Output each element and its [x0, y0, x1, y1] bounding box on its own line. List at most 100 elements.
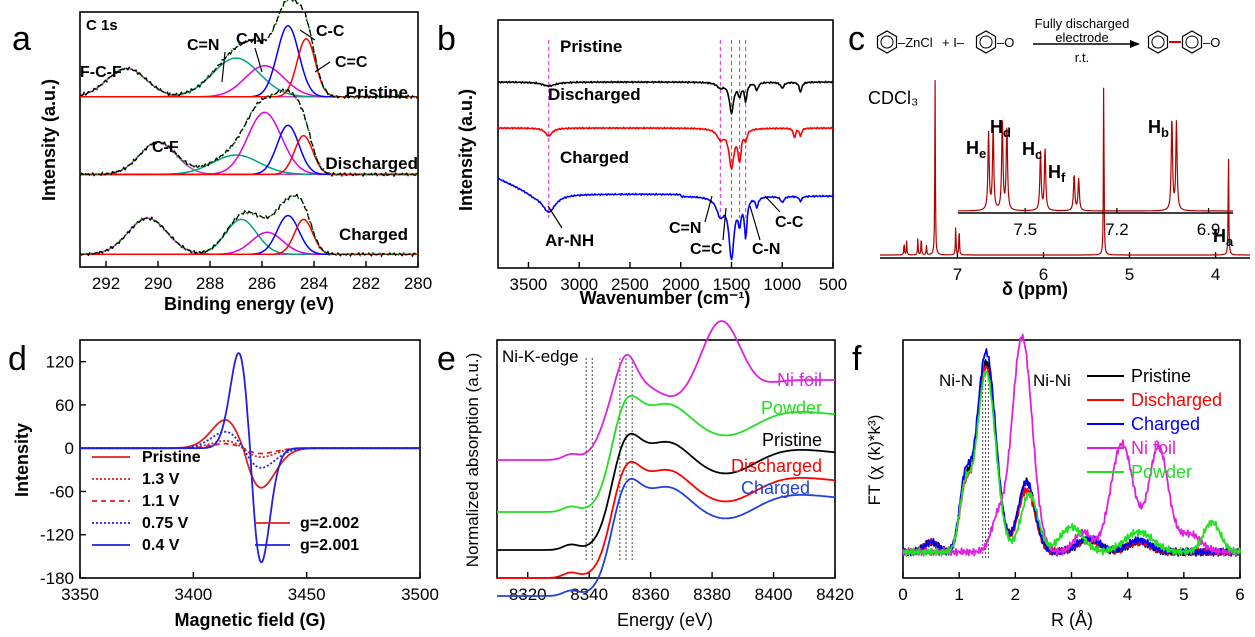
panel-f-x-tick-label: 4 — [1123, 585, 1132, 604]
panel-d-y-tick-label: 0 — [65, 439, 74, 458]
panel-letter-b: b — [437, 20, 456, 58]
panel-c-condition-1: Fully discharged — [1035, 16, 1130, 31]
panel-f-x-tick-label: 2 — [1011, 585, 1020, 604]
panel-b-annot-arnh: Ar-NH — [545, 231, 594, 250]
panel-e-x-tick-label: 8400 — [755, 585, 793, 604]
panel-f-x-label: R (Å) — [1051, 610, 1093, 630]
panel-f-x-tick-label: 0 — [898, 585, 907, 604]
panel-b-x-tick-label: 1500 — [713, 275, 751, 294]
panel-letter-c: c — [848, 20, 865, 58]
panel-b-annot-arrow — [749, 205, 761, 241]
panel-b-label-charged: Charged — [560, 148, 629, 167]
panel-b-frame — [497, 19, 834, 269]
panel-f-series-line — [902, 333, 1241, 557]
panel-a-y-label: Intensity (a.u.) — [39, 79, 59, 201]
panel-f-legend-label: Discharged — [1131, 390, 1222, 410]
panel-b-x-tick-label: 3000 — [560, 275, 598, 294]
panel-c-phenyl-ring-ring — [880, 35, 894, 49]
panel-c-reagent-1: –ZnCl — [898, 35, 933, 50]
panel-b-x-tick-label: 3500 — [510, 275, 548, 294]
panel-c-solvent-label: CDCl₃ — [868, 88, 918, 108]
panel-b-annot-cc-double: C=C — [690, 241, 723, 258]
panel-letter-f: f — [852, 340, 862, 378]
panel-e-series-label: Powder — [761, 398, 822, 418]
panel-a-x-tick-label: 286 — [248, 274, 276, 293]
panel-c-inset-tick-label: 7.5 — [1013, 220, 1037, 239]
panel-letter-e: e — [437, 340, 456, 378]
panel-b-y-label: Intensity (a.u.) — [456, 89, 476, 211]
panel-a-x-tick-label: 288 — [196, 274, 224, 293]
panel-a-annot-cc-single: C-C — [316, 23, 345, 40]
panel-a-annot-arrow — [221, 51, 226, 83]
panel-c-product-ring-2-ring — [1185, 35, 1199, 49]
panel-d-y-tick-label: -60 — [49, 482, 74, 501]
panel-c-proton-label: Hc — [1022, 139, 1042, 162]
panel-a-annot-cn-double: C=N — [187, 37, 219, 54]
panel-a-corner-label: C 1s — [86, 17, 118, 34]
panel-c-proton-label: Ha — [1213, 226, 1234, 249]
panel-b-annot-arrow — [722, 207, 727, 241]
panel-a-label-charged: Charged — [339, 225, 408, 244]
panel-letter-d: d — [8, 340, 27, 378]
panel-a-annot-arrow — [299, 29, 316, 41]
panel-a-label-discharged: Discharged — [325, 154, 418, 173]
panel-b-series-line — [497, 177, 834, 261]
panel-d-legend-label: 1.1 V — [142, 493, 180, 510]
panel-b-x-tick-label: 500 — [819, 275, 847, 294]
panel-d-frame — [79, 339, 421, 579]
panel-c-iodoarene-ring-ring — [979, 35, 993, 49]
panel-d-legend-label: 0.75 V — [142, 515, 189, 532]
panel-b-axes: 3500 3000 2500 2000 1500 1000 500 b Pristine Disc… — [437, 19, 847, 308]
panel-f-legend-label: Charged — [1131, 414, 1200, 434]
panel-a-axes: 292 290 288 286 284 282 280 a C 1s Pristine Discha… — [12, 0, 432, 314]
panel-c-spectrum — [879, 79, 1251, 256]
panel-f-legend-label: Powder — [1131, 462, 1192, 482]
panel-b-x-tick-label: 2500 — [611, 275, 649, 294]
panel-b-label-discharged: Discharged — [548, 85, 641, 104]
panel-b-x-tick-label: 1000 — [763, 275, 801, 294]
panel-d-x-tick-label: 3350 — [61, 585, 99, 604]
panel-c-x-tick-label: 7 — [953, 265, 962, 284]
panel-a-envelope-curve — [79, 88, 419, 177]
panel-d-y-tick-label: -180 — [40, 569, 74, 588]
panel-a-annot-arrow — [314, 61, 331, 73]
panel-f-x-tick-label: 3 — [1067, 585, 1076, 604]
panel-c-x-tick-label: 5 — [1125, 265, 1134, 284]
panel-f-legend: Pristine Discharged Charged Ni foil Powder — [1087, 366, 1222, 482]
panel-a-annot-arrow — [254, 47, 263, 73]
panel-d-axes: 3350 3400 3450 3500 120 60 0 -60 -120 -180 Pristin… — [8, 339, 439, 630]
panel-e-frame — [496, 339, 836, 579]
panel-b-annot-arrow — [547, 205, 563, 229]
panel-c-proton-label: Hf — [1048, 162, 1066, 185]
panel-a-x-tick-label: 284 — [300, 274, 328, 293]
panel-e-x-tick-label: 8320 — [509, 585, 547, 604]
panel-e-series-line — [497, 432, 836, 551]
panel-a-annot-cn-single: C-N — [236, 31, 264, 48]
panel-c-arrowhead — [1130, 40, 1140, 48]
panel-c-iodoarene-ring — [975, 30, 997, 54]
panel-c-proton-subscript: d — [1003, 125, 1011, 140]
panel-b-annot-cn-single: C-N — [752, 241, 780, 258]
panel-e-series-line — [497, 460, 836, 579]
panel-e-corner-label: Ni-K-edge — [502, 347, 579, 366]
panel-d-y-tick-label: -120 — [40, 526, 74, 545]
panel-letter-a: a — [12, 20, 31, 58]
panel-b-label-pristine: Pristine — [560, 37, 622, 56]
panel-b-series-line — [497, 80, 834, 115]
panel-b-annot-cc-single: C-C — [775, 214, 804, 231]
panel-f-legend-label: Ni foil — [1131, 438, 1176, 458]
panel-f-x-tick-label: 5 — [1179, 585, 1188, 604]
panel-e-series-line — [497, 320, 835, 461]
panel-e-x-tick-label: 8420 — [816, 585, 854, 604]
panel-e-x-tick-label: 8360 — [632, 585, 670, 604]
panel-d-x-tick-label: 3500 — [401, 585, 439, 604]
panel-e-axes: 8320 8340 8360 8380 8400 8420 Ni foil Powder Pri… — [437, 320, 854, 630]
panel-d-legend-label: Pristine — [142, 449, 201, 466]
panel-a-label-pristine: Pristine — [346, 83, 408, 102]
panel-c-proton-subscript: c — [1035, 147, 1042, 162]
panel-c-condition-3: r.t. — [1075, 50, 1089, 65]
panel-e-series-line — [497, 477, 836, 597]
